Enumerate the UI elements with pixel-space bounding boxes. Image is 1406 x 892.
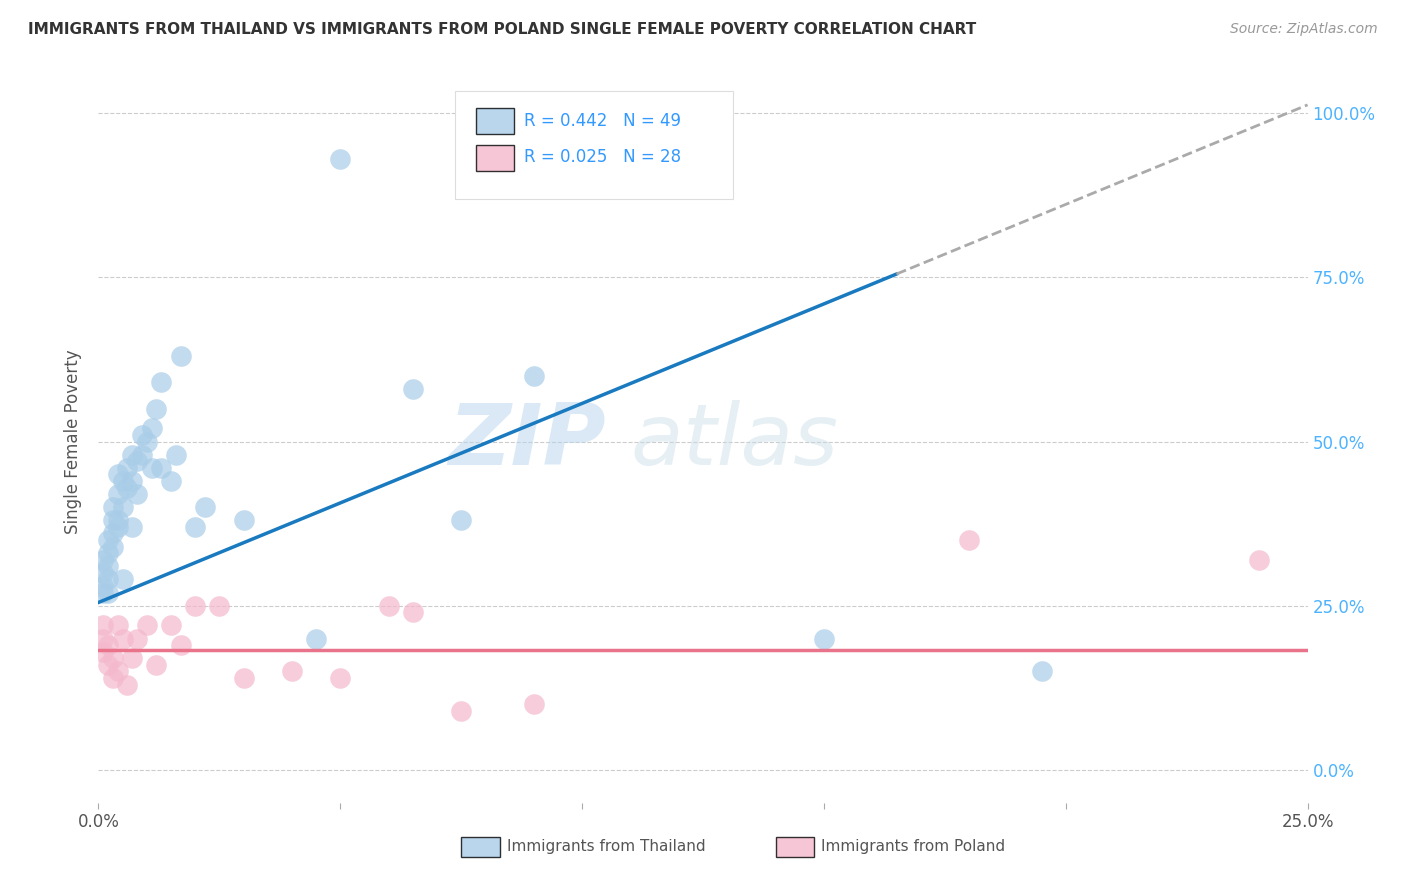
- Point: [523, 368, 546, 383]
- Point: [91, 553, 114, 567]
- Point: [957, 533, 980, 547]
- Point: [111, 474, 134, 488]
- Point: [97, 533, 120, 547]
- Point: [474, 152, 496, 166]
- Point: [329, 152, 352, 166]
- Point: [117, 481, 139, 495]
- Point: [169, 349, 191, 363]
- Point: [97, 638, 120, 652]
- Point: [97, 585, 120, 599]
- Point: [145, 401, 167, 416]
- Point: [101, 500, 124, 515]
- Point: [97, 657, 120, 672]
- Point: [232, 671, 254, 685]
- Point: [111, 500, 134, 515]
- Point: [232, 513, 254, 527]
- Point: [97, 546, 120, 560]
- Point: [160, 474, 183, 488]
- FancyBboxPatch shape: [461, 837, 501, 857]
- Point: [194, 500, 217, 515]
- Point: [107, 618, 129, 632]
- Text: R = 0.025   N = 28: R = 0.025 N = 28: [524, 148, 681, 166]
- FancyBboxPatch shape: [456, 91, 734, 200]
- Point: [121, 448, 143, 462]
- FancyBboxPatch shape: [475, 109, 515, 135]
- Point: [107, 487, 129, 501]
- Point: [329, 671, 352, 685]
- Point: [813, 632, 835, 646]
- Text: Immigrants from Thailand: Immigrants from Thailand: [508, 838, 706, 854]
- Point: [131, 428, 153, 442]
- Point: [127, 487, 149, 501]
- Point: [127, 454, 149, 468]
- Text: IMMIGRANTS FROM THAILAND VS IMMIGRANTS FROM POLAND SINGLE FEMALE POVERTY CORRELA: IMMIGRANTS FROM THAILAND VS IMMIGRANTS F…: [28, 22, 976, 37]
- Text: ZIP: ZIP: [449, 400, 606, 483]
- Point: [1031, 665, 1053, 679]
- Point: [281, 665, 304, 679]
- Point: [165, 448, 187, 462]
- Point: [402, 605, 425, 619]
- Text: R = 0.442   N = 49: R = 0.442 N = 49: [524, 112, 681, 129]
- Point: [150, 460, 173, 475]
- Point: [305, 632, 328, 646]
- Point: [208, 599, 231, 613]
- Point: [101, 540, 124, 554]
- Point: [523, 698, 546, 712]
- Point: [91, 618, 114, 632]
- Point: [450, 704, 472, 718]
- Point: [402, 382, 425, 396]
- Point: [121, 474, 143, 488]
- Point: [117, 677, 139, 691]
- Point: [377, 599, 399, 613]
- Point: [91, 579, 114, 593]
- Y-axis label: Single Female Poverty: Single Female Poverty: [65, 350, 83, 533]
- Point: [101, 513, 124, 527]
- Point: [91, 632, 114, 646]
- Point: [101, 671, 124, 685]
- Point: [184, 520, 207, 534]
- Point: [141, 460, 163, 475]
- Point: [141, 421, 163, 435]
- Text: atlas: atlas: [630, 400, 838, 483]
- FancyBboxPatch shape: [475, 145, 515, 170]
- Point: [91, 585, 114, 599]
- FancyBboxPatch shape: [776, 837, 814, 857]
- Point: [135, 618, 157, 632]
- Point: [107, 520, 129, 534]
- Point: [117, 460, 139, 475]
- Point: [131, 448, 153, 462]
- Point: [91, 566, 114, 580]
- Point: [121, 520, 143, 534]
- Text: Immigrants from Poland: Immigrants from Poland: [821, 838, 1005, 854]
- Point: [450, 513, 472, 527]
- Point: [107, 513, 129, 527]
- Point: [145, 657, 167, 672]
- Text: Source: ZipAtlas.com: Source: ZipAtlas.com: [1230, 22, 1378, 37]
- Point: [111, 573, 134, 587]
- Point: [121, 651, 143, 665]
- Point: [91, 645, 114, 659]
- Point: [150, 376, 173, 390]
- Point: [107, 467, 129, 482]
- Point: [101, 526, 124, 541]
- Point: [169, 638, 191, 652]
- Point: [127, 632, 149, 646]
- Point: [1249, 553, 1271, 567]
- Point: [160, 618, 183, 632]
- Point: [107, 665, 129, 679]
- Point: [97, 573, 120, 587]
- Point: [111, 632, 134, 646]
- Point: [101, 651, 124, 665]
- Point: [97, 559, 120, 574]
- Point: [135, 434, 157, 449]
- Point: [184, 599, 207, 613]
